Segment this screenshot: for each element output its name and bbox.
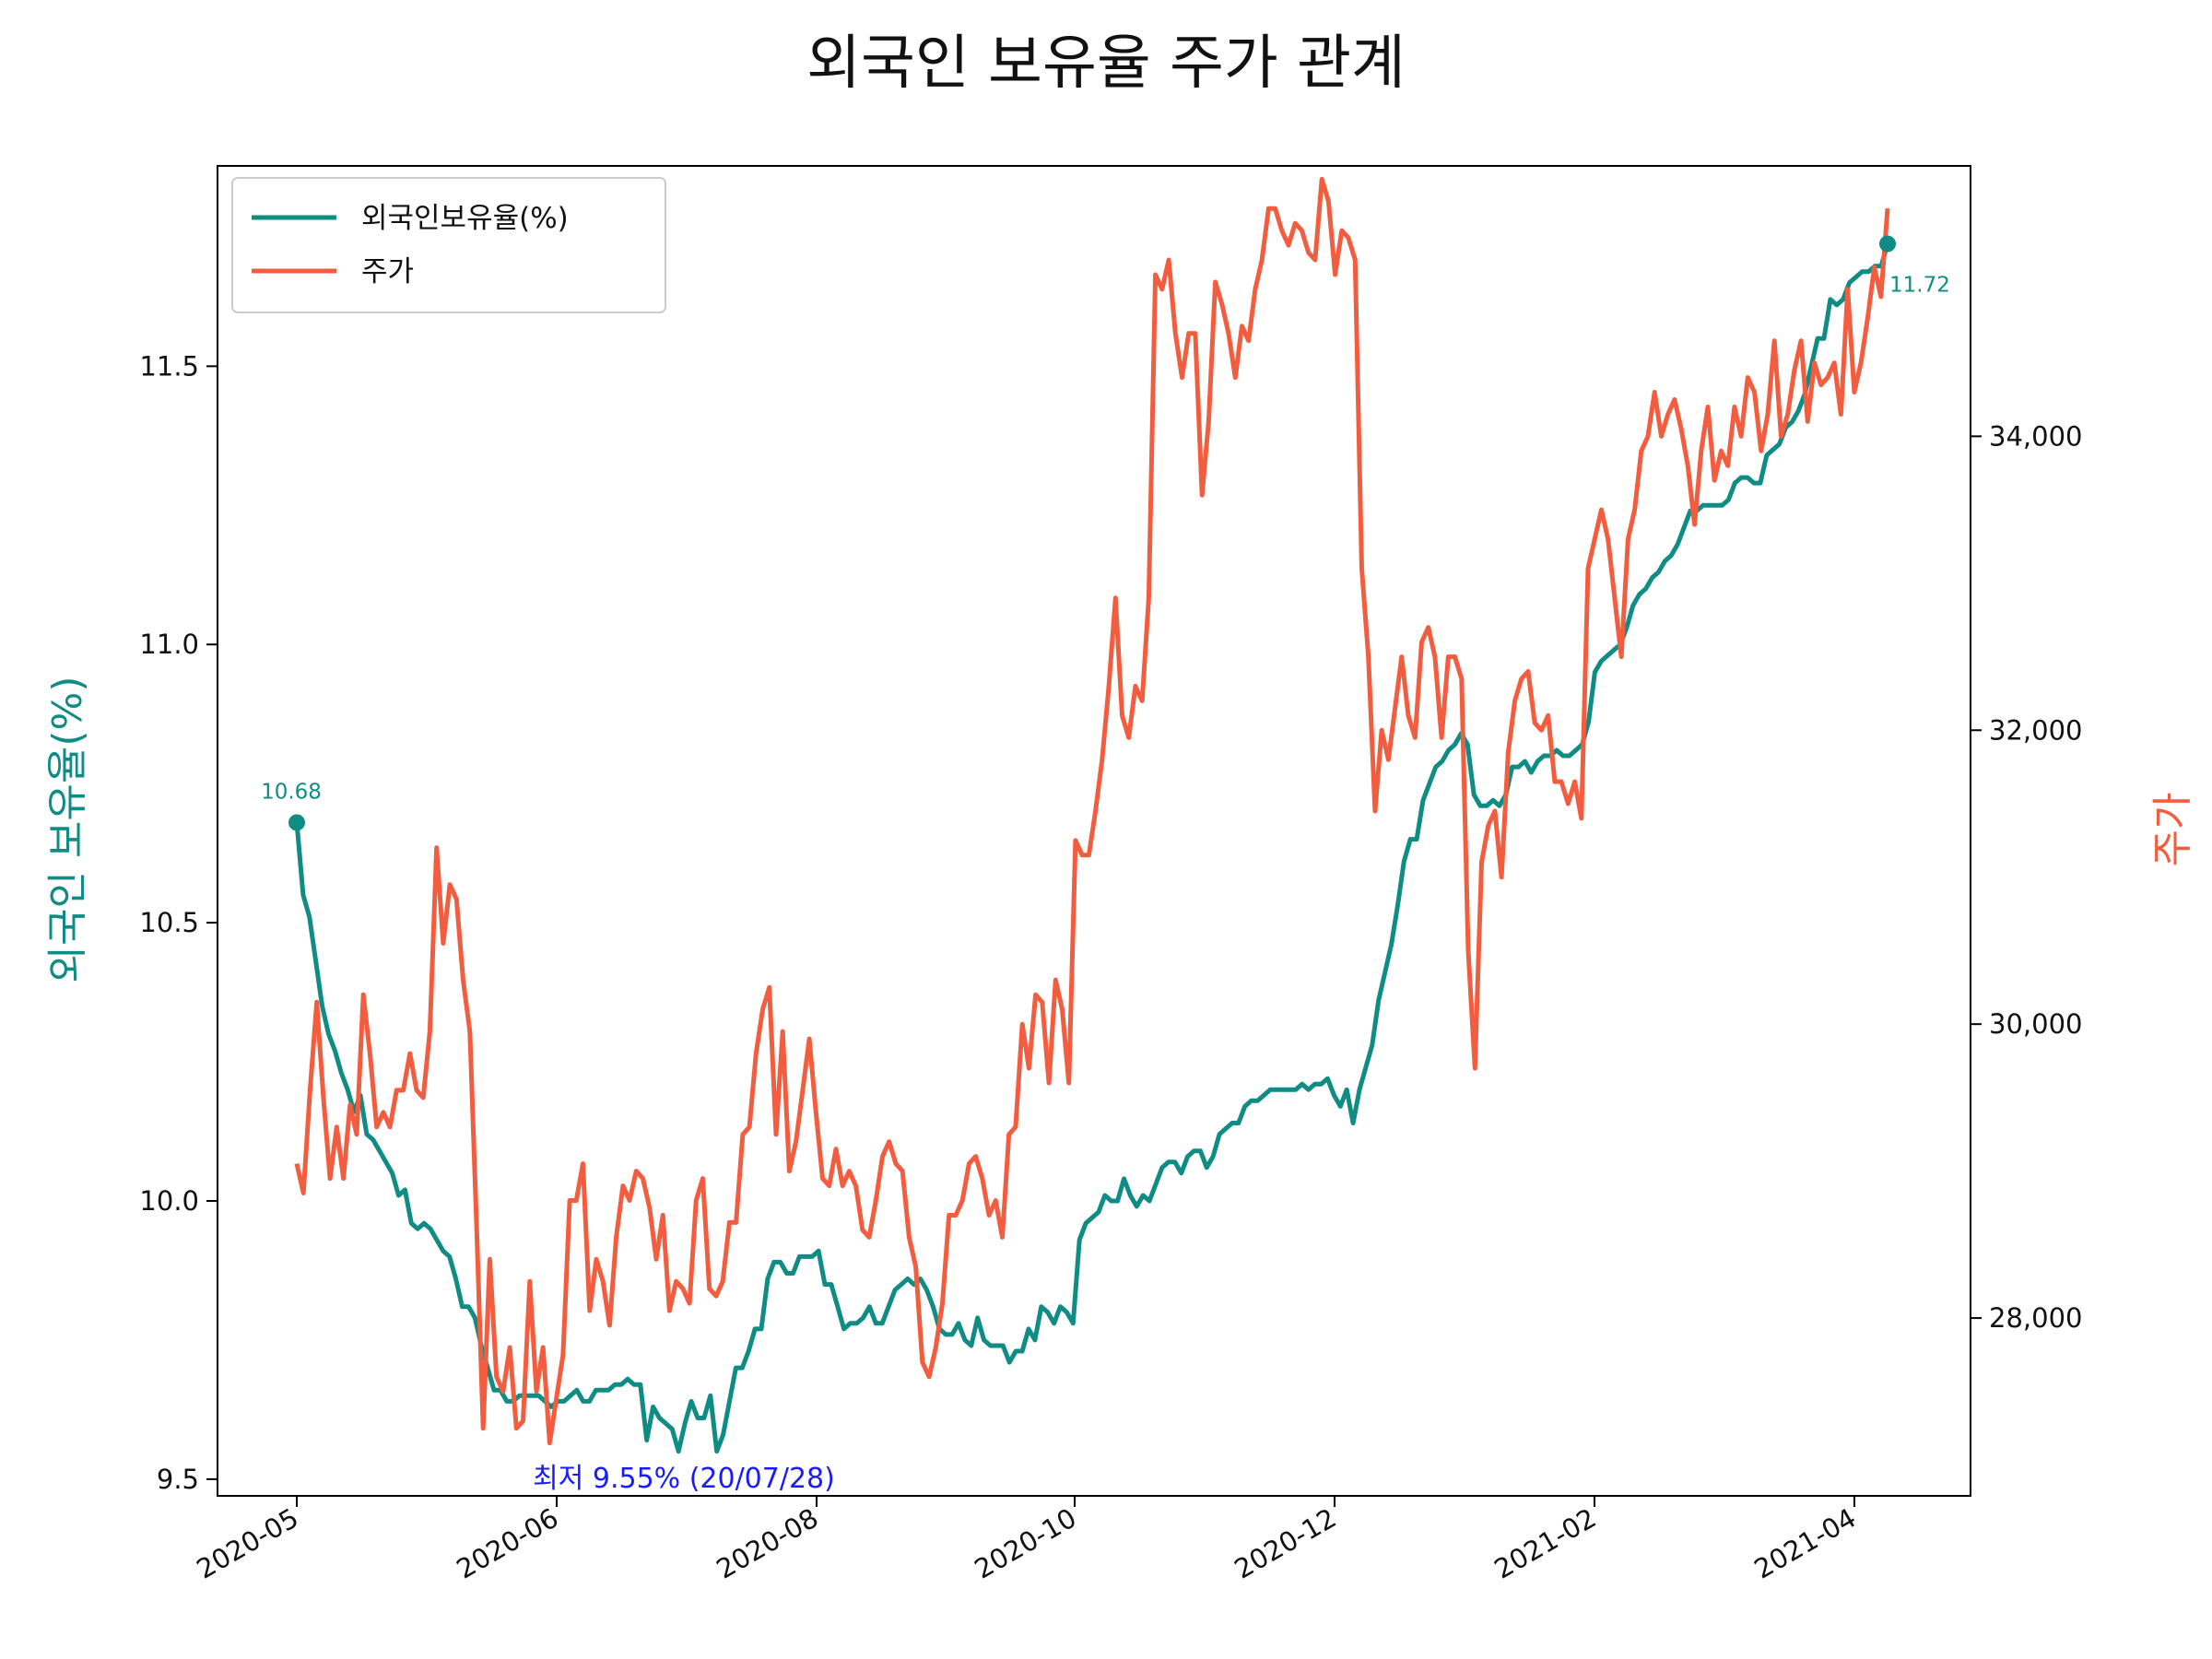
right-tick-label: 28,000 (1989, 1302, 2082, 1334)
chart-title: 외국인 보유율 주가 관계 (806, 29, 1406, 98)
right-tick-label: 32,000 (1989, 714, 2082, 746)
end-value-label: 11.72 (1889, 274, 1950, 298)
legend: 외국인보유율(%) 주가 (231, 177, 666, 313)
legend-box (231, 177, 666, 313)
left-axis-label: 외국인 보유율(%) (44, 676, 91, 982)
right-tick-label: 34,000 (1989, 420, 2082, 452)
left-tick-label: 11.0 (139, 629, 199, 660)
right-axis-label: 주가 (2149, 793, 2196, 867)
start-point-marker (288, 814, 305, 831)
series-line-stock-price (294, 176, 1890, 1446)
left-tick-label: 9.5 (157, 1464, 199, 1495)
legend-label-stock-price: 주가 (361, 255, 414, 288)
left-tick-label: 10.0 (139, 1185, 199, 1217)
right-tick-label: 30,000 (1989, 1008, 2082, 1040)
min-value-annotation: 최저 9.55% (20/07/28) (533, 1463, 835, 1495)
legend-label-foreign-ratio: 외국인보유율(%) (361, 202, 569, 235)
left-tick-label: 11.5 (139, 350, 199, 382)
end-point-marker (1879, 235, 1896, 253)
plot-frame (217, 165, 1971, 1497)
left-tick-label: 10.5 (139, 907, 199, 938)
start-value-label: 10.68 (261, 780, 322, 804)
